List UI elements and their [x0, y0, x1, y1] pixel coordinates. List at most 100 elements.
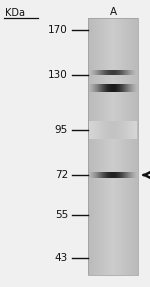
- Bar: [111, 121, 112, 139]
- Bar: [131, 69, 132, 75]
- Bar: [120, 172, 121, 178]
- Bar: [108, 18, 109, 275]
- Bar: [111, 84, 112, 92]
- Bar: [127, 84, 128, 92]
- Bar: [97, 84, 98, 92]
- Bar: [115, 172, 116, 178]
- Bar: [105, 121, 106, 139]
- Bar: [123, 172, 124, 178]
- Bar: [112, 69, 113, 75]
- Bar: [119, 69, 120, 75]
- Bar: [107, 84, 108, 92]
- Bar: [128, 121, 129, 139]
- Bar: [125, 172, 126, 178]
- Bar: [107, 84, 108, 92]
- Bar: [127, 121, 128, 139]
- Bar: [91, 172, 92, 178]
- Bar: [116, 172, 117, 178]
- Bar: [133, 69, 134, 75]
- Bar: [128, 172, 129, 178]
- Bar: [127, 18, 128, 275]
- Bar: [120, 84, 121, 92]
- Bar: [103, 18, 104, 275]
- Bar: [125, 84, 126, 92]
- Bar: [122, 69, 123, 75]
- Bar: [125, 69, 126, 75]
- Bar: [106, 84, 107, 92]
- Bar: [134, 84, 135, 92]
- Bar: [126, 69, 127, 75]
- Bar: [117, 172, 118, 178]
- Bar: [125, 84, 126, 92]
- Bar: [108, 172, 109, 178]
- Bar: [95, 121, 96, 139]
- Bar: [131, 84, 132, 92]
- Bar: [118, 121, 119, 139]
- Bar: [134, 84, 135, 92]
- Bar: [119, 121, 120, 139]
- Bar: [114, 121, 115, 139]
- Bar: [102, 121, 103, 139]
- Bar: [113, 18, 114, 275]
- Bar: [118, 18, 119, 275]
- Bar: [123, 69, 124, 75]
- Bar: [106, 69, 107, 75]
- Bar: [120, 18, 121, 275]
- Bar: [108, 69, 109, 75]
- Bar: [132, 69, 133, 75]
- Bar: [135, 84, 136, 92]
- Bar: [94, 172, 95, 178]
- Bar: [112, 172, 113, 178]
- Bar: [132, 121, 133, 139]
- Bar: [98, 172, 99, 178]
- Bar: [109, 172, 110, 178]
- Bar: [128, 121, 129, 139]
- Bar: [123, 172, 124, 178]
- Bar: [103, 84, 104, 92]
- Bar: [92, 18, 93, 275]
- Bar: [116, 18, 117, 275]
- Bar: [129, 121, 130, 139]
- Bar: [91, 69, 92, 75]
- Bar: [126, 84, 127, 92]
- Bar: [118, 121, 119, 139]
- Text: KDa: KDa: [5, 8, 25, 18]
- Bar: [130, 172, 131, 178]
- Bar: [93, 69, 94, 75]
- Bar: [135, 69, 136, 75]
- Bar: [95, 172, 96, 178]
- Bar: [128, 172, 129, 178]
- Bar: [93, 172, 94, 178]
- Bar: [132, 69, 133, 75]
- Bar: [124, 121, 125, 139]
- Bar: [91, 121, 92, 139]
- Bar: [96, 69, 97, 75]
- Bar: [115, 172, 116, 178]
- Bar: [98, 121, 99, 139]
- Bar: [98, 84, 99, 92]
- Bar: [97, 172, 98, 178]
- Bar: [96, 172, 97, 178]
- Bar: [93, 84, 94, 92]
- Bar: [104, 69, 105, 75]
- Bar: [101, 69, 102, 75]
- Bar: [92, 172, 93, 178]
- Bar: [119, 69, 120, 75]
- Bar: [102, 69, 103, 75]
- Bar: [100, 84, 101, 92]
- Bar: [100, 172, 101, 178]
- Bar: [110, 84, 111, 92]
- Bar: [109, 172, 110, 178]
- Bar: [91, 84, 92, 92]
- Bar: [122, 69, 123, 75]
- Bar: [99, 121, 100, 139]
- Bar: [101, 69, 102, 75]
- Bar: [99, 69, 100, 75]
- Bar: [95, 18, 96, 275]
- Bar: [113, 121, 114, 139]
- Bar: [93, 121, 94, 139]
- Bar: [125, 18, 126, 275]
- Bar: [124, 18, 125, 275]
- Bar: [89, 69, 90, 75]
- Bar: [120, 121, 121, 139]
